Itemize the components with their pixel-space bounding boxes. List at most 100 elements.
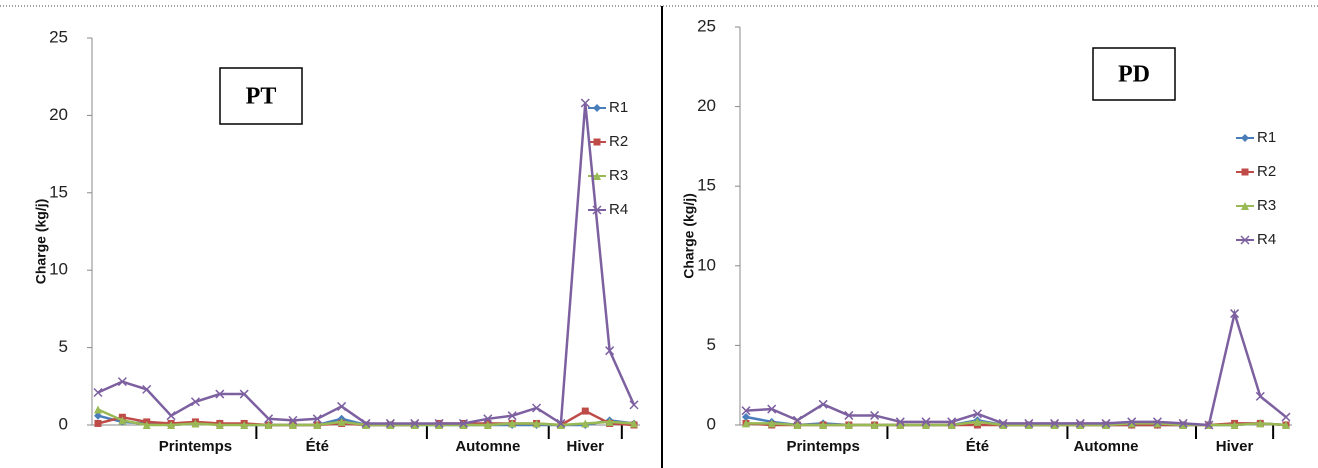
- marker: [1256, 419, 1265, 428]
- marker: [1255, 391, 1265, 401]
- x-tick-label: Hiver: [567, 438, 605, 455]
- marker: [792, 415, 802, 425]
- marker: [742, 413, 750, 422]
- marker: [581, 407, 589, 415]
- y-tick-label: 0: [707, 414, 716, 433]
- y-tick-label: 25: [49, 27, 68, 46]
- marker: [94, 411, 102, 420]
- marker: [142, 384, 152, 394]
- marker: [972, 409, 982, 419]
- marker: [93, 387, 103, 398]
- marker: [434, 418, 444, 428]
- marker: [819, 421, 828, 429]
- marker: [741, 406, 751, 416]
- marker: [844, 410, 854, 420]
- marker: [288, 421, 297, 429]
- marker: [605, 417, 614, 426]
- legend-label: R3: [609, 167, 628, 184]
- marker: [386, 421, 395, 429]
- y-tick-label: 25: [697, 16, 716, 35]
- legend-label: R1: [609, 99, 628, 116]
- marker: [580, 98, 590, 108]
- marker: [94, 405, 102, 414]
- marker: [190, 397, 200, 407]
- marker: [1076, 421, 1085, 429]
- legend-label: R4: [609, 201, 628, 218]
- marker: [264, 421, 273, 429]
- x-tick-label: Automne: [1074, 438, 1139, 455]
- marker: [1152, 417, 1162, 427]
- marker: [507, 411, 517, 421]
- marker: [215, 389, 225, 399]
- y-tick-label: 15: [49, 182, 68, 201]
- y-tick-label: 5: [59, 337, 68, 356]
- marker: [1241, 134, 1249, 142]
- marker: [767, 404, 777, 414]
- series-line: [745, 308, 1287, 427]
- y-tick-label: 0: [59, 414, 68, 433]
- marker: [1240, 235, 1250, 245]
- x-tick-label: Hiver: [1216, 438, 1254, 455]
- marker: [921, 417, 931, 427]
- marker: [483, 414, 493, 424]
- marker: [1050, 418, 1060, 428]
- marker: [385, 418, 395, 428]
- marker: [870, 410, 880, 420]
- marker: [1178, 418, 1188, 428]
- marker: [1241, 168, 1249, 176]
- y-axis-label: Charge (kg/j): [681, 193, 697, 279]
- marker: [1024, 421, 1033, 429]
- marker: [870, 421, 879, 429]
- marker: [1101, 418, 1111, 428]
- marker: [973, 417, 982, 426]
- marker: [1281, 412, 1291, 422]
- legend-label: R2: [1257, 163, 1276, 180]
- marker: [1241, 202, 1249, 210]
- marker: [581, 419, 590, 428]
- marker: [844, 421, 853, 429]
- legend-label: R3: [1257, 197, 1276, 214]
- marker: [532, 419, 541, 428]
- marker: [593, 104, 601, 112]
- marker: [167, 421, 176, 429]
- y-tick-label: 15: [697, 176, 716, 195]
- y-tick-label: 10: [697, 255, 716, 274]
- marker: [593, 138, 601, 146]
- marker: [508, 419, 517, 428]
- marker: [361, 418, 371, 428]
- marker: [532, 403, 542, 413]
- legend-label: R2: [609, 133, 628, 150]
- box-label: PD: [1118, 62, 1150, 88]
- y-tick-label: 20: [49, 105, 68, 124]
- marker: [767, 419, 776, 428]
- marker: [947, 421, 956, 429]
- marker: [288, 415, 298, 425]
- marker: [629, 400, 639, 410]
- marker: [1102, 421, 1110, 429]
- marker: [630, 419, 638, 428]
- marker: [1153, 419, 1162, 428]
- marker: [166, 411, 176, 421]
- marker: [895, 417, 905, 427]
- marker: [947, 417, 957, 427]
- marker: [313, 421, 322, 429]
- y-tick-label: 20: [697, 96, 716, 115]
- marker: [556, 418, 566, 428]
- marker: [922, 421, 930, 429]
- marker: [896, 421, 905, 429]
- marker: [191, 419, 200, 428]
- marker: [118, 416, 127, 425]
- marker: [264, 414, 274, 424]
- marker: [459, 421, 468, 429]
- marker: [592, 205, 602, 215]
- marker: [818, 399, 828, 409]
- marker: [1127, 419, 1136, 428]
- marker: [998, 418, 1008, 428]
- legend-label: R1: [1257, 129, 1276, 146]
- marker: [999, 421, 1008, 429]
- marker: [240, 421, 249, 429]
- marker: [1050, 421, 1059, 429]
- x-tick-label: Printemps: [786, 438, 859, 455]
- box-label: PT: [246, 84, 277, 110]
